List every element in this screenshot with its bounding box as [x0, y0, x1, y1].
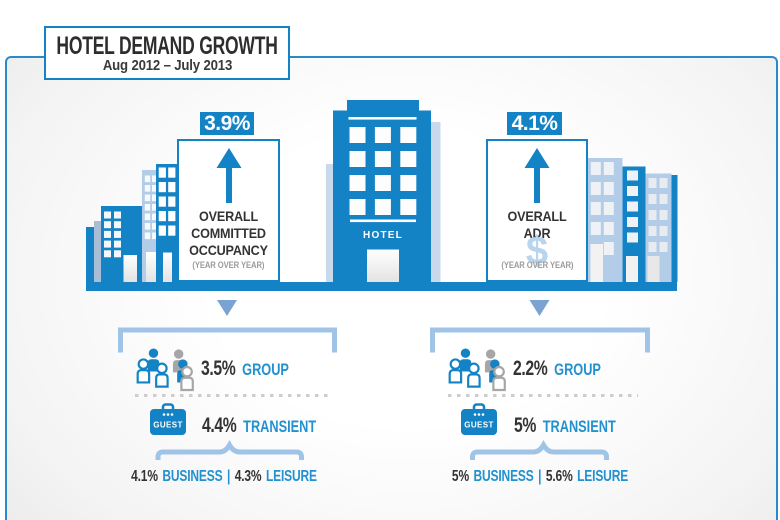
right-group-label: GROUP — [554, 360, 601, 379]
hotel-door — [367, 249, 399, 282]
right-leisure-value: 5.6% — [545, 468, 573, 485]
right-group-row: 2.2% GROUP — [513, 357, 601, 381]
left-business-leisure-row: 4.1% BUSINESS | 4.3% LEISURE — [131, 468, 317, 486]
left-bracket — [118, 327, 337, 353]
hotel-sign-label: HOTEL — [363, 230, 403, 241]
right-leisure-label: LEISURE — [577, 468, 629, 485]
right-transient-row: 5% TRANSIENT — [514, 414, 616, 438]
occupancy-value-badge: 3.9% — [200, 112, 254, 135]
ground-bar — [86, 282, 677, 291]
adr-card: OVERALL ADR $ (YEAR OVER YEAR) — [486, 139, 588, 282]
hotel-building: HOTEL — [326, 100, 441, 282]
infographic-title: HOTEL DEMAND GROWTH — [56, 32, 278, 60]
left-group-value: 3.5% — [201, 357, 236, 380]
adr-value-badge: 4.1% — [507, 112, 562, 135]
separator-bar: | — [226, 468, 231, 485]
right-business-leisure-row: 5% BUSINESS | 5.6% LEISURE — [452, 468, 628, 486]
right-transient-value: 5% — [514, 414, 537, 437]
separator-bar: | — [538, 468, 542, 485]
right-bracket — [430, 327, 650, 353]
left-leisure-label: LEISURE — [265, 468, 317, 485]
right-business-label: BUSINESS — [473, 468, 534, 485]
right-group-people-icon — [448, 348, 506, 392]
right-guest-suitcase-icon: GUEST — [461, 403, 497, 435]
right-pointer-triangle — [529, 300, 550, 316]
right-business-value: 5% — [451, 468, 469, 485]
left-business-label: BUSINESS — [162, 468, 223, 485]
right-guest-label: GUEST — [464, 421, 494, 430]
right-brace — [470, 439, 609, 460]
right-transient-label: TRANSIENT — [542, 417, 616, 436]
left-city-skyline — [86, 164, 178, 282]
occupancy-yoy-note: (YEAR OVER YEAR) — [192, 260, 265, 270]
left-business-value: 4.1% — [131, 468, 158, 485]
occupancy-card: OVERALL COMMITTED OCCUPANCY (YEAR OVER Y… — [177, 139, 280, 282]
title-box: HOTEL DEMAND GROWTH Aug 2012 – July 2013 — [44, 26, 290, 80]
left-transient-row: 4.4% TRANSIENT — [202, 414, 316, 438]
hotel-windows — [349, 127, 417, 215]
left-guest-label: GUEST — [153, 421, 183, 430]
adr-yoy-note: (YEAR OVER YEAR) — [500, 260, 574, 270]
left-group-row: 3.5% GROUP — [201, 357, 289, 381]
right-city-skyline — [588, 158, 678, 282]
left-group-people-icon — [136, 348, 194, 392]
up-arrow-icon — [216, 148, 241, 203]
left-guest-suitcase-icon: GUEST — [150, 403, 186, 435]
right-group-value: 2.2% — [513, 357, 548, 380]
adr-card-label: OVERALL ADR — [507, 208, 567, 241]
occupancy-card-label: OVERALL COMMITTED OCCUPANCY — [189, 208, 268, 258]
left-group-label: GROUP — [242, 360, 289, 379]
infographic-period: Aug 2012 – July 2013 — [102, 57, 232, 74]
dollar-sign: $ — [525, 229, 549, 273]
left-brace — [155, 439, 304, 460]
left-pointer-triangle — [217, 300, 237, 316]
left-transient-value: 4.4% — [202, 414, 237, 437]
left-leisure-value: 4.3% — [234, 468, 262, 485]
up-arrow-icon — [524, 148, 550, 203]
left-transient-label: TRANSIENT — [243, 417, 317, 436]
